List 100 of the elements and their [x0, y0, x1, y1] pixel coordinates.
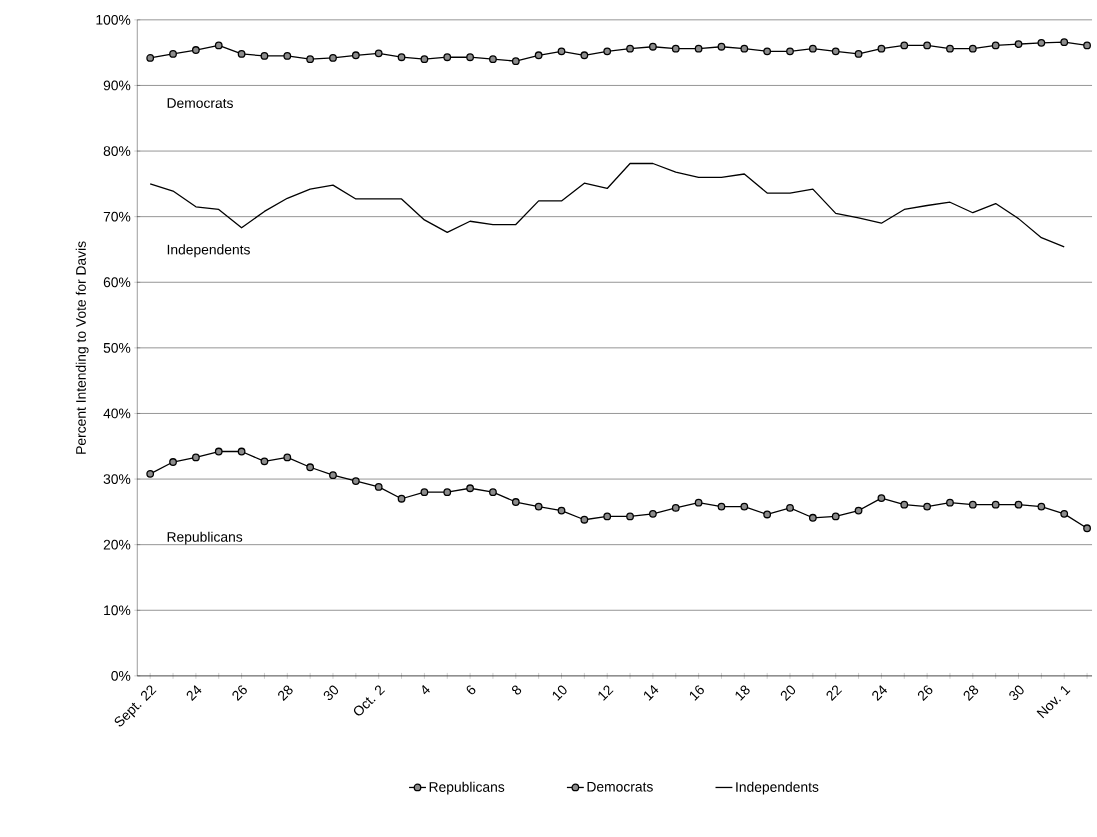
- point: [420, 55, 429, 64]
- point: [169, 458, 177, 467]
- x-tick-label: 6: [466, 685, 476, 695]
- x-tick-label: 26: [917, 685, 933, 702]
- y-tick-label: 30%: [103, 474, 131, 485]
- x-tick-label: 18: [735, 685, 750, 701]
- point: [374, 49, 383, 58]
- point: [511, 57, 520, 66]
- point: [1037, 39, 1046, 47]
- legend-label: Independents: [736, 781, 819, 795]
- point: [786, 504, 794, 513]
- point: [694, 44, 703, 53]
- point: [489, 55, 497, 64]
- point: [580, 516, 589, 524]
- x-tick-label: 30: [1009, 685, 1024, 701]
- y-tick-label: 90%: [103, 80, 131, 91]
- point: [351, 51, 360, 60]
- point: [808, 44, 817, 53]
- point: [717, 502, 726, 511]
- point: [763, 47, 772, 56]
- point: [808, 514, 817, 522]
- point: [397, 53, 406, 62]
- point: [534, 502, 543, 511]
- point: [557, 506, 566, 515]
- point: [489, 488, 497, 497]
- point: [877, 494, 886, 503]
- x-tick-label: 14: [644, 685, 659, 701]
- point: [306, 55, 315, 64]
- point: [854, 506, 863, 515]
- point: [351, 477, 360, 486]
- point: [626, 512, 634, 521]
- point: [694, 498, 703, 507]
- x-tick-label: 24: [872, 685, 888, 702]
- point: [786, 47, 794, 56]
- point: [283, 453, 292, 462]
- y-tick-label: 40%: [103, 408, 131, 419]
- point: [443, 488, 452, 497]
- x-tick-label: 28: [278, 685, 293, 702]
- x-tick-label: 20: [780, 685, 796, 702]
- annotation: Independents: [167, 244, 250, 258]
- point: [260, 52, 269, 61]
- y-tick-label: 70%: [103, 211, 131, 222]
- x-tick-label: 12: [598, 685, 614, 701]
- point: [466, 53, 475, 62]
- point: [146, 54, 155, 62]
- point: [946, 44, 954, 53]
- point: [854, 50, 863, 59]
- point: [191, 46, 200, 55]
- point: [991, 500, 1000, 509]
- y-tick-label: 20%: [103, 539, 131, 550]
- point: [557, 47, 566, 56]
- point: [580, 51, 589, 60]
- point: [968, 500, 977, 509]
- point: [671, 44, 680, 53]
- point: [169, 50, 177, 59]
- point: [831, 47, 840, 56]
- legend-label: Democrats: [587, 782, 653, 792]
- point: [420, 488, 429, 497]
- x-tick-label: 10: [552, 685, 567, 701]
- point: [1037, 502, 1046, 511]
- point: [466, 484, 475, 493]
- point: [443, 53, 452, 62]
- point: [649, 43, 657, 51]
- annotation: Democrats: [167, 98, 233, 109]
- y-tick-label: 50%: [103, 343, 131, 353]
- point: [237, 50, 246, 59]
- point: [283, 52, 292, 61]
- point: [900, 41, 909, 50]
- point: [968, 44, 977, 53]
- y-tick-label: 10%: [104, 605, 131, 616]
- point: [740, 502, 749, 511]
- point: [397, 495, 406, 503]
- y-tick-label: 100%: [96, 15, 131, 25]
- point: [1083, 41, 1091, 50]
- point: [603, 47, 612, 56]
- point: [306, 463, 315, 472]
- y-tick-label: 80%: [103, 146, 131, 157]
- x-tick-label: 8: [511, 685, 522, 695]
- point: [1083, 524, 1091, 533]
- point: [831, 512, 840, 521]
- point: [1014, 500, 1023, 509]
- y-tick-label: 0%: [111, 671, 131, 681]
- point: [946, 498, 954, 507]
- point: [717, 43, 726, 51]
- point: [191, 453, 200, 462]
- x-tick-label: 4: [422, 685, 430, 695]
- x-tick-label: 22: [826, 685, 843, 702]
- x-tick-label: 26: [232, 685, 247, 702]
- point: [329, 54, 337, 62]
- x-tick-label: 30: [323, 685, 339, 701]
- point: [260, 457, 269, 466]
- point: [877, 44, 886, 53]
- point: [740, 44, 749, 53]
- point: [1060, 38, 1069, 47]
- point: [900, 500, 909, 509]
- point: [374, 483, 383, 492]
- point: [603, 512, 612, 521]
- x-tick-label: 16: [689, 685, 704, 701]
- point: [511, 498, 520, 507]
- point: [1014, 40, 1023, 49]
